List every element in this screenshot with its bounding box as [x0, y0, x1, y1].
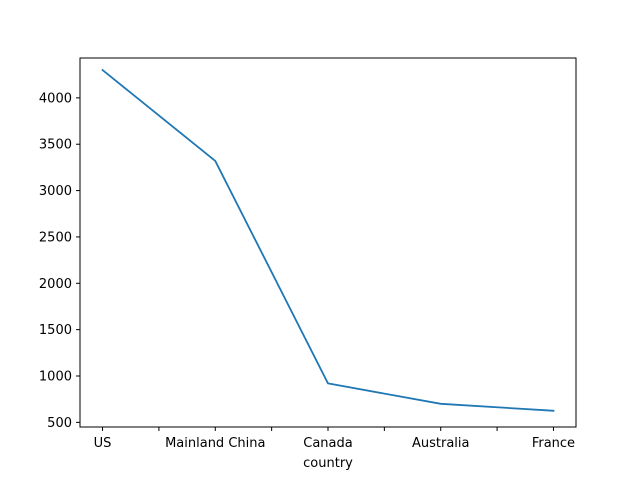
x-tick-label: Australia [412, 436, 470, 451]
x-axis: US Mainland China Canada Australia France [94, 427, 575, 451]
y-tick-label: 3000 [39, 184, 72, 199]
series-layer [101, 68, 555, 412]
y-tick-label: 4000 [39, 91, 72, 106]
x-tick-label: Mainland China [165, 436, 265, 451]
x-tick-label: Canada [303, 436, 352, 451]
series-line [101, 68, 555, 412]
y-tick-label: 500 [47, 416, 72, 431]
y-tick-label: 1000 [39, 370, 72, 385]
x-axis-title: country [303, 456, 353, 471]
x-tick-label: US [94, 436, 112, 451]
y-tick-label: 2500 [39, 230, 72, 245]
y-tick-label: 1500 [39, 323, 72, 338]
plot-frame [79, 57, 577, 428]
x-tick-label: France [532, 436, 575, 451]
y-tick-label: 3500 [39, 138, 72, 153]
y-tick-label: 2000 [39, 277, 72, 292]
y-axis: 500 1000 1500 2000 2500 3000 3500 4000 [39, 91, 80, 431]
